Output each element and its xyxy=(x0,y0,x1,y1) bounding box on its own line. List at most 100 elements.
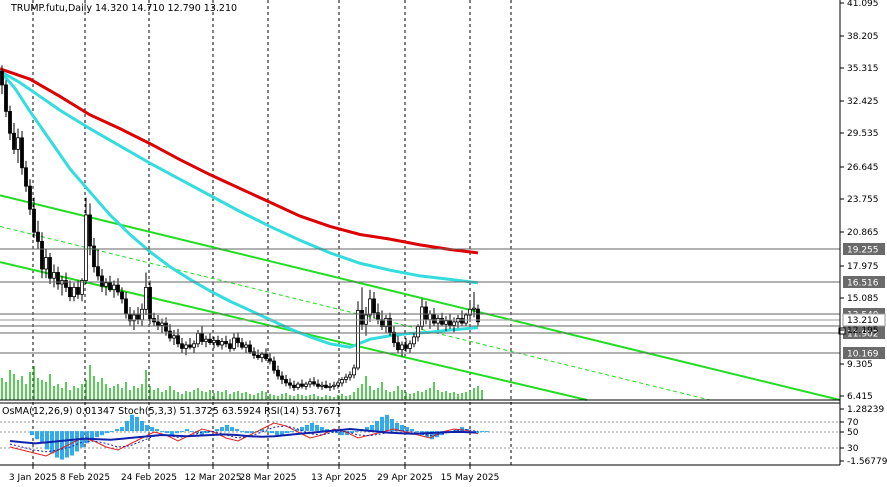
osma-bar xyxy=(385,414,389,432)
price-level-label: 19.255 xyxy=(847,246,879,256)
y-tick-label: 26.645 xyxy=(847,163,879,173)
candle xyxy=(84,197,88,284)
osma-bar xyxy=(85,431,89,444)
candle-body xyxy=(436,318,440,324)
osma-bar xyxy=(315,424,319,432)
candle xyxy=(292,380,296,391)
moving-average-1 xyxy=(0,69,479,285)
candle-body xyxy=(20,137,24,169)
candle xyxy=(144,272,148,316)
y-tick-label: 29.535 xyxy=(847,129,879,139)
candle-body xyxy=(408,343,412,349)
osma-bar xyxy=(205,431,209,434)
candle-body xyxy=(88,214,92,247)
osma-bar xyxy=(370,424,374,432)
candle-body xyxy=(36,231,40,242)
candle-body xyxy=(252,351,256,356)
candle-body xyxy=(148,287,152,319)
candle-body xyxy=(368,298,372,316)
candle-body xyxy=(452,321,456,326)
candle xyxy=(20,130,24,175)
osma-bar xyxy=(185,429,189,432)
candle-body xyxy=(328,385,332,388)
candle xyxy=(148,280,152,325)
candle-body xyxy=(232,337,236,349)
osma-bar xyxy=(110,431,114,433)
candle xyxy=(392,326,396,348)
candle-body xyxy=(320,384,324,387)
candle-body xyxy=(204,338,208,342)
osma-bar xyxy=(65,431,69,458)
candle xyxy=(112,280,116,298)
osma-bar xyxy=(150,427,154,432)
candle-body xyxy=(236,337,240,344)
osma-bar xyxy=(285,431,289,434)
candle-body xyxy=(188,344,192,348)
candle-body xyxy=(68,287,72,298)
candle-body xyxy=(40,241,44,270)
candle-body xyxy=(400,344,404,350)
candle xyxy=(472,292,476,318)
candle xyxy=(232,333,236,351)
candle-body xyxy=(356,310,360,369)
candle xyxy=(52,264,56,288)
x-tick-label: 3 Jan 2025 xyxy=(9,473,57,483)
candle xyxy=(212,336,216,349)
candle-body xyxy=(384,318,388,327)
candle xyxy=(116,278,120,296)
candle-body xyxy=(168,330,172,339)
candle xyxy=(288,378,292,389)
candle-body xyxy=(464,314,468,324)
candle xyxy=(228,339,232,352)
osma-bar xyxy=(410,429,414,432)
candle-body xyxy=(296,383,300,388)
candle-body xyxy=(200,333,204,342)
candle xyxy=(192,340,196,354)
price-level-label: 10.169 xyxy=(847,350,879,360)
candle-body xyxy=(324,384,328,388)
osma-bar xyxy=(155,429,159,432)
osma-bar xyxy=(100,431,104,436)
rsi-line xyxy=(9,427,477,445)
candle-body xyxy=(360,310,364,325)
y-tick-label: 41.095 xyxy=(847,0,879,9)
candle xyxy=(360,287,364,330)
candle-body xyxy=(308,381,312,385)
candle-body xyxy=(332,384,336,387)
candle-body xyxy=(176,335,180,345)
x-tick-label: 12 Mar 2025 xyxy=(184,473,241,483)
candle xyxy=(408,340,412,354)
candle xyxy=(172,329,176,345)
volume-bars xyxy=(1,365,483,400)
osma-bar xyxy=(250,431,254,434)
osma-bar xyxy=(130,414,134,432)
indicator-pane xyxy=(0,414,840,460)
osma-bar xyxy=(430,431,434,440)
candle-body xyxy=(180,343,184,349)
osma-bar xyxy=(265,431,269,433)
candle-body xyxy=(248,344,252,353)
candle-body xyxy=(228,343,232,349)
y-tick-label: 35.315 xyxy=(847,64,879,74)
candle-body xyxy=(272,360,276,371)
candle-body xyxy=(12,132,16,150)
osma-bar xyxy=(425,431,429,438)
candle-body xyxy=(432,313,436,324)
candle xyxy=(476,304,480,327)
candle-body xyxy=(348,374,352,378)
osma-bar xyxy=(140,420,144,432)
candle xyxy=(444,316,448,332)
candle xyxy=(248,340,252,355)
candle-body xyxy=(268,358,272,362)
candle xyxy=(352,364,356,379)
candle xyxy=(88,203,92,256)
price-level-label: 16.516 xyxy=(847,279,879,289)
osma-bar xyxy=(55,431,59,458)
price-level-tag xyxy=(843,276,885,288)
osma-bar xyxy=(180,431,184,433)
candle xyxy=(300,379,304,389)
osma-bar xyxy=(60,431,64,460)
